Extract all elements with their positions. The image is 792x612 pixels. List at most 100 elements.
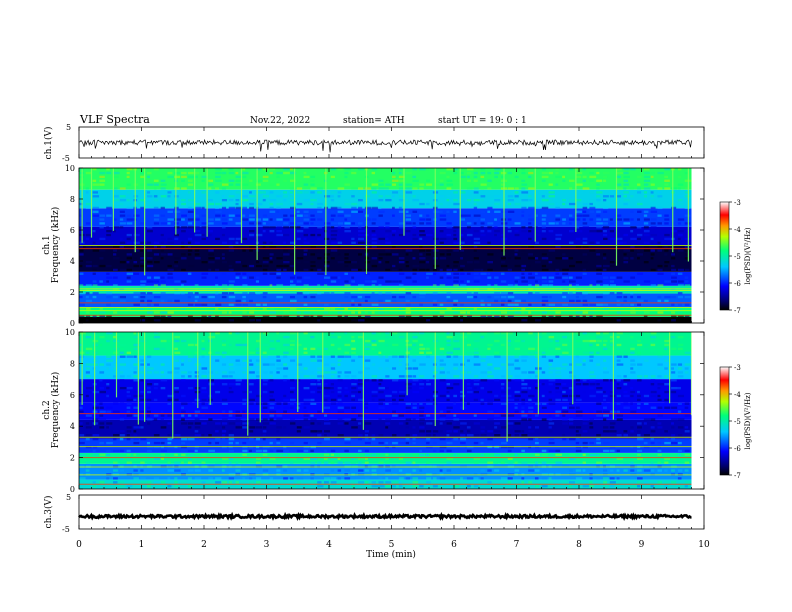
ch1-spec-speckle [494,237,500,241]
ch2-spec-speckle [296,426,302,429]
ch1-spec-speckle [378,226,384,229]
ch2-spec-speckle [657,426,663,429]
ch1-spec-speckle [330,241,338,244]
ch1-spec-speckle [569,179,575,182]
ch1-spec-speckle [269,202,274,206]
ch2-spec-speckle [569,437,576,441]
ch2-spec-speckle [119,343,127,347]
ch2-spec-speckle [378,406,385,409]
ch2-spec-speckle [228,422,236,425]
ch1-spec-speckle [548,183,553,186]
ch1-spec-speckle [507,202,512,206]
ch2-spec-speckle [507,477,513,480]
ch2-spec-speckle [466,426,471,429]
ch2-spec-speckle [514,434,520,437]
ch1-spec-speckle [215,191,220,194]
ch1-spec-speckle [487,171,492,175]
ch2-spec-speckle [405,418,412,421]
ch2-spec-speckle [364,375,370,378]
date-label: Nov.22, 2022 [250,116,310,126]
ch2-spec-speckle [187,386,194,390]
ch2-spec-speckle [494,332,500,335]
ch2-spec-speckle [351,386,357,390]
ch1-spec-speckle [507,307,514,310]
ch2-spec-speckle [317,332,323,335]
ch2-spec-speckle [466,390,473,394]
ch2-spec-speckle [664,375,669,378]
ch2-spec-speckle [385,426,389,429]
ch1-spec-speckle [494,280,500,283]
ch1-spec-speckle [330,226,335,229]
ch1-spec-speckle [358,268,362,272]
ch2-spec-speckle [276,457,281,460]
ch2-spec-speckle [637,449,643,453]
ch2-spec-speckle [262,363,270,366]
ch2-spec-speckle [398,485,403,488]
ch2-spec-speckle [677,363,683,366]
ch1-spec-speckle [664,168,671,171]
ch2-spec-speckle [569,481,576,484]
ch1-spec-speckle [181,226,188,229]
ch1-spec-speckle [337,303,341,306]
ch1-spec-speckle [439,303,444,306]
ch2-spec-speckle [106,355,112,358]
ch2-spec-speckle [303,457,311,460]
ch2-spec-speckle [446,386,454,390]
ch2-spec-speckle [521,418,528,421]
ch1-spec-speckle [119,218,124,221]
ch1-spec-speckle [548,295,552,299]
ch1-spec-speckle [337,187,345,190]
ch1-spec-speckle [310,264,316,268]
ch2-spec-speckle [194,402,199,406]
ch1-spec-speckle [119,222,126,225]
ch1-spec-speckle [167,218,174,221]
ch1-spec-speckle [153,206,159,210]
ch2-spec-speckle [677,371,683,374]
ch2-spec-speckle [677,351,685,354]
ch1-spec-speckle [113,284,118,287]
ch1-spec-speckle [79,292,86,295]
ch1-spec-speckle [534,284,540,287]
ch1-spec-speckle [194,226,200,229]
ch1-spec-speckle [228,237,235,241]
ch2-spec-speckle [317,371,324,374]
ch2-spec-speckle [337,335,342,339]
ch1-spec-speckle [548,222,555,225]
ch2-spec-speckle [528,375,532,378]
ch2-spec-speckle [194,430,199,433]
ch2-spec-speckle [623,430,628,433]
ch2-spec-speckle [609,481,616,484]
ch1-spec-speckle [569,199,576,202]
ch1-spec-speckle [201,295,207,299]
ch1-spec-speckle [460,230,467,233]
ch2-spec-speckle [664,430,668,433]
ch2-spec-speckle [650,390,657,394]
ch2-spec-speckle [650,339,656,343]
ch2-spec-speckle [242,453,247,457]
ch1-spec-speckle [514,249,519,252]
ch1-spec-speckle [283,311,290,314]
ch2-spec-speckle [616,343,622,347]
ch2-spec-speckle [412,332,418,335]
ch1-spec-speckle [562,272,569,275]
ch1-spec-speckle [208,253,215,256]
ch2-spec-speckle [671,371,676,374]
ch1-spec-speckle [167,264,172,268]
ch2-spec-speckle [133,332,137,335]
ch2-spec-speckle [147,418,153,421]
ch1-spec-speckle [555,214,561,217]
ch2-spec-speckle [385,477,389,480]
ch2-spec-speckle [126,461,132,464]
ch1-spec-speckle [181,171,187,175]
ch1-spec-speckle [562,171,566,175]
ch2-spec-speckle [85,347,93,351]
ch2-spec-speckle [616,363,624,366]
ch2-spec-speckle [412,359,416,362]
ch2-spec-speckle [317,422,322,425]
ch1-spec-speckle [589,218,594,221]
ch2-spec-speckle [548,379,556,382]
ch2-spec-ytick-label: 8 [70,359,75,368]
ch2-spec-speckle [296,363,303,366]
ch2-spec-speckle [582,351,589,354]
ch2-spec-speckle [126,453,131,457]
